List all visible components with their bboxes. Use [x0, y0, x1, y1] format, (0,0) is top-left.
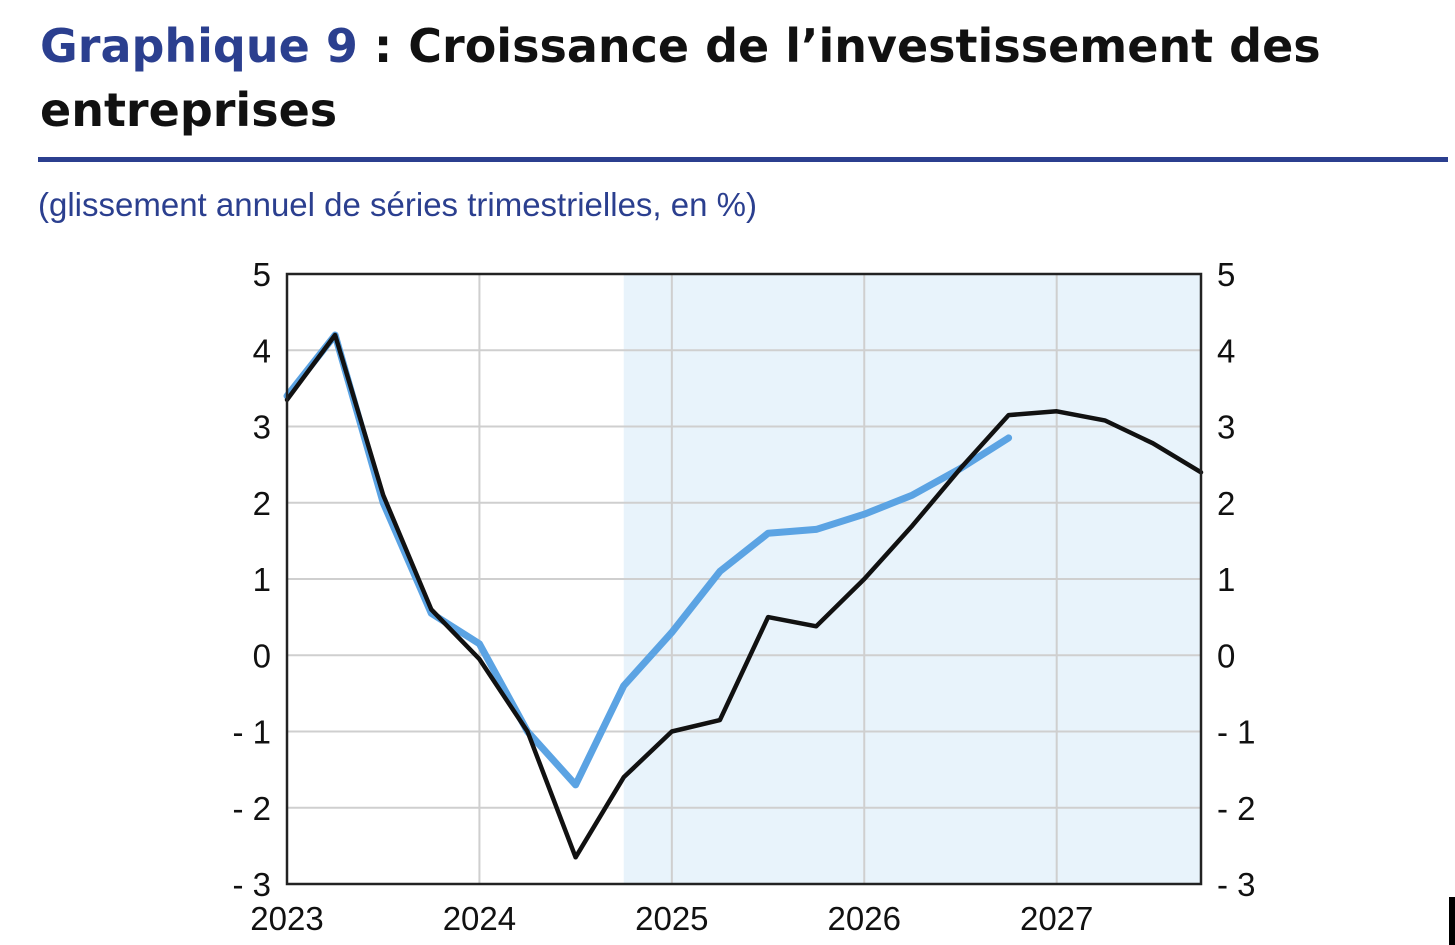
y-tick-label-left: 1 — [253, 561, 271, 598]
x-tick-label: 2024 — [443, 900, 516, 937]
y-tick-label-left: - 2 — [232, 790, 271, 827]
y-tick-label-left: 3 — [253, 409, 271, 446]
x-tick-label: 2027 — [1020, 900, 1093, 937]
y-tick-label-right: 3 — [1217, 409, 1235, 446]
y-tick-label-right: - 3 — [1217, 866, 1256, 903]
title-divider — [38, 157, 1448, 162]
chart-subtitle: (glissement annuel de séries trimestriel… — [38, 186, 757, 223]
y-tick-label-right: 5 — [1217, 256, 1235, 293]
x-tick-label: 2026 — [828, 900, 901, 937]
y-tick-label-right: 4 — [1217, 332, 1235, 369]
chart-title-number: Graphique 9 — [40, 19, 358, 73]
series-line-2 — [284, 332, 1204, 860]
y-tick-label-left: 5 — [253, 256, 271, 293]
y-tick-label-left: - 1 — [232, 714, 271, 751]
y-tick-label-right: - 1 — [1217, 714, 1256, 751]
y-tick-label-left: - 3 — [232, 866, 271, 903]
series-lines — [283, 331, 1204, 860]
y-tick-label-right: 1 — [1217, 561, 1235, 598]
y-tick-label-left: 2 — [253, 485, 271, 522]
y-tick-label-left: 0 — [253, 637, 271, 674]
plot-frame — [285, 272, 1203, 886]
y-tick-label-left: 4 — [253, 332, 271, 369]
x-tick-label: 2023 — [250, 900, 323, 937]
y-tick-label-right: 2 — [1217, 485, 1235, 522]
chart-title-text: : Croissance de l’investissement des ent… — [40, 19, 1321, 137]
y-tick-label-right: - 2 — [1217, 790, 1256, 827]
y-tick-label-right: 0 — [1217, 637, 1235, 674]
edge-mark — [1449, 897, 1455, 945]
grid-lines — [287, 274, 1201, 884]
x-tick-label: 2025 — [635, 900, 708, 937]
chart-title: Graphique 9 : Croissance de l’investisse… — [40, 14, 1440, 142]
